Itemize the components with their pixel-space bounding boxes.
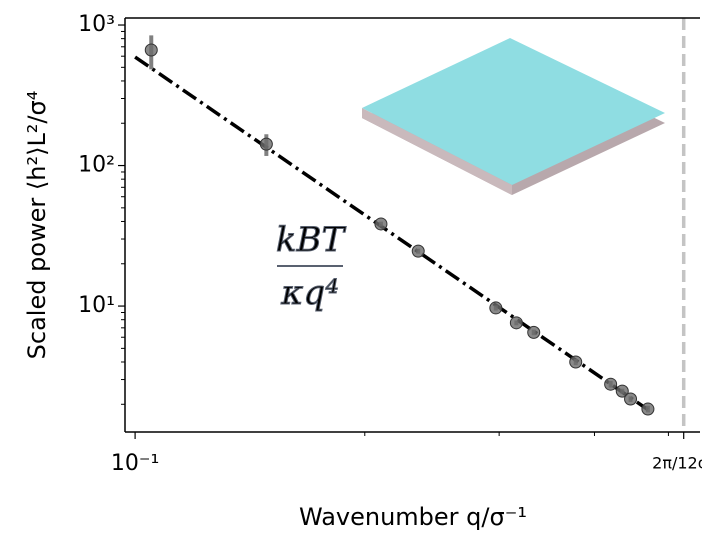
data-point bbox=[624, 392, 638, 406]
fit-line bbox=[134, 55, 649, 412]
x-tick-label: 10⁻¹ bbox=[111, 451, 159, 476]
annotation-numerator: kBT bbox=[276, 220, 347, 260]
y-tick-label: 10³ bbox=[78, 12, 115, 37]
data-point bbox=[604, 377, 618, 391]
data-point bbox=[527, 325, 541, 339]
data-point bbox=[374, 217, 388, 231]
data-point bbox=[489, 301, 503, 315]
x-axis-label: Wavenumber q/σ⁻¹ bbox=[299, 503, 527, 531]
data-point bbox=[641, 402, 655, 416]
membrane-top bbox=[362, 38, 665, 185]
data-point bbox=[569, 355, 583, 369]
annotation-denominator: κq⁴ bbox=[280, 273, 339, 313]
data-point bbox=[615, 384, 629, 398]
data-point bbox=[509, 316, 523, 330]
data-point bbox=[144, 43, 158, 57]
data-point bbox=[411, 244, 425, 258]
y-tick-label: 10² bbox=[78, 153, 115, 178]
membrane-edge bbox=[362, 108, 512, 195]
y-axis-label: Scaled power ⟨h²⟩L²/σ⁴ bbox=[23, 91, 51, 360]
x-tick-label: 2π/12σ bbox=[652, 454, 702, 473]
y-tick-label: 10¹ bbox=[78, 293, 115, 318]
data-point bbox=[259, 137, 273, 151]
